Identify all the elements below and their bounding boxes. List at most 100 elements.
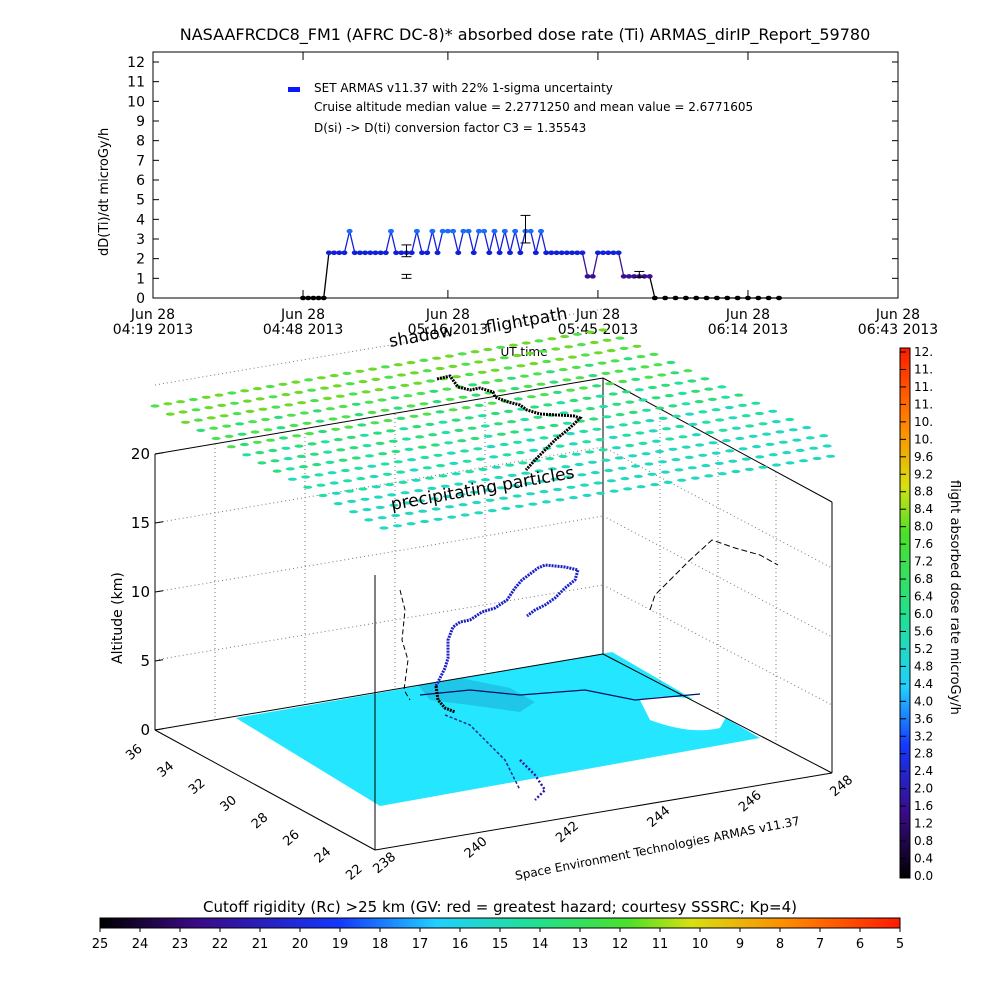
series-segment (509, 230, 516, 253)
particle-dash (523, 481, 533, 486)
rigidity-colorbar-tick-label: 10 (692, 937, 709, 952)
particle-dash (411, 478, 421, 482)
rigidity-colorbar-tick-label: 7 (816, 937, 824, 952)
particle-dash (608, 435, 618, 439)
particle-dash (574, 462, 584, 467)
particle-dash (397, 373, 406, 377)
dose-colorbar-tick-label: 11. (914, 362, 933, 376)
particle-dash (461, 406, 471, 410)
particle-dash (724, 405, 734, 410)
particle-dash (526, 438, 536, 442)
rigidity-colorbar-tick-label: 8 (776, 937, 784, 952)
dose-colorbar-tick-label: 8.8 (914, 485, 933, 499)
data-point (475, 228, 482, 234)
particle-dash (193, 418, 203, 422)
particle-dash (507, 473, 517, 477)
x-tick-label-time: 06:43 2013 (858, 322, 938, 338)
particle-dash (375, 505, 385, 509)
particle-dash (610, 359, 620, 363)
particle-dash (628, 410, 638, 414)
data-point (320, 295, 327, 301)
particle-dash (632, 344, 642, 348)
particle-dash (403, 394, 413, 398)
timeseries-frame (152, 51, 899, 299)
particle-dash (602, 338, 612, 342)
particle-dash (622, 433, 632, 437)
dose-colorbar-tick-label: 2.4 (914, 764, 933, 778)
particle-dash (427, 486, 437, 490)
particle-dash (402, 501, 412, 505)
particle-dash (606, 349, 616, 353)
particle-dash (357, 423, 367, 427)
particle-dash (628, 454, 638, 458)
altitude-ticks: 0 5 10 15 20 (131, 445, 164, 739)
particle-dash (707, 397, 717, 401)
data-point (429, 228, 436, 234)
particle-dash (521, 341, 531, 345)
particle-dash (432, 356, 442, 360)
precipitating-particles-cloud (150, 328, 836, 530)
rigidity-colorbar-gradient (99, 917, 901, 929)
particle-dash (569, 496, 578, 500)
particle-dash (758, 465, 768, 469)
particle-dash (605, 382, 615, 386)
data-point (620, 274, 627, 279)
particle-dash (651, 439, 661, 443)
particle-dash (748, 434, 758, 438)
data-point (434, 250, 441, 256)
particle-dash (297, 401, 307, 405)
particle-dash (558, 368, 568, 372)
particle-dash (596, 491, 605, 495)
particle-dash (598, 448, 608, 452)
dose-colorbar-tick-label: 1.2 (914, 817, 933, 831)
particle-dash (819, 434, 829, 438)
flight-3d-view: shadow flightpath precipitating particle… (110, 304, 856, 884)
latitude-tick-label: 26 (280, 827, 302, 849)
particle-dash (526, 492, 535, 496)
particle-dash (377, 398, 387, 402)
particle-dash (568, 442, 578, 446)
data-point (496, 250, 503, 256)
particle-dash (224, 434, 234, 438)
particle-dash (588, 374, 598, 378)
particle-dash (214, 393, 224, 397)
particle-dash (371, 485, 381, 489)
y-tick-label: 4 (136, 212, 145, 228)
particle-dash (341, 415, 351, 419)
particle-dash (502, 453, 512, 457)
particle-dash (717, 385, 727, 389)
series-segment (473, 230, 480, 253)
particle-dash (365, 454, 374, 458)
particle-dash (582, 440, 592, 444)
particle-dash (563, 475, 573, 479)
particle-dash (367, 464, 377, 468)
dose-colorbar-tick-label: 6.8 (914, 572, 933, 586)
particle-dash (638, 398, 648, 402)
data-point (579, 250, 586, 256)
particle-dash (534, 339, 544, 343)
particle-dash (483, 488, 493, 492)
particle-dash (714, 461, 724, 465)
particle-dash (396, 416, 406, 420)
particle-dash (705, 430, 715, 435)
particle-dash (690, 476, 700, 480)
particle-dash (448, 364, 458, 368)
rigidity-colorbar-tick-label: 22 (212, 937, 229, 952)
particle-dash (292, 434, 302, 438)
particle-dash (346, 435, 356, 439)
particle-dash (316, 376, 326, 380)
data-point (470, 250, 477, 256)
particle-dash (294, 390, 304, 394)
particle-dash (240, 389, 250, 393)
dose-colorbar-tick-label: 6.0 (914, 607, 933, 621)
dose-colorbar-tick-label: 7.2 (914, 555, 933, 569)
particle-dash (257, 461, 267, 465)
particle-dash (435, 410, 445, 414)
particle-dash (211, 436, 221, 441)
particle-dash (325, 407, 335, 411)
particle-dash (307, 442, 317, 446)
particle-dash (579, 386, 588, 390)
particle-dash (493, 422, 503, 426)
particle-dash (458, 503, 468, 507)
particle-dash (391, 449, 401, 454)
